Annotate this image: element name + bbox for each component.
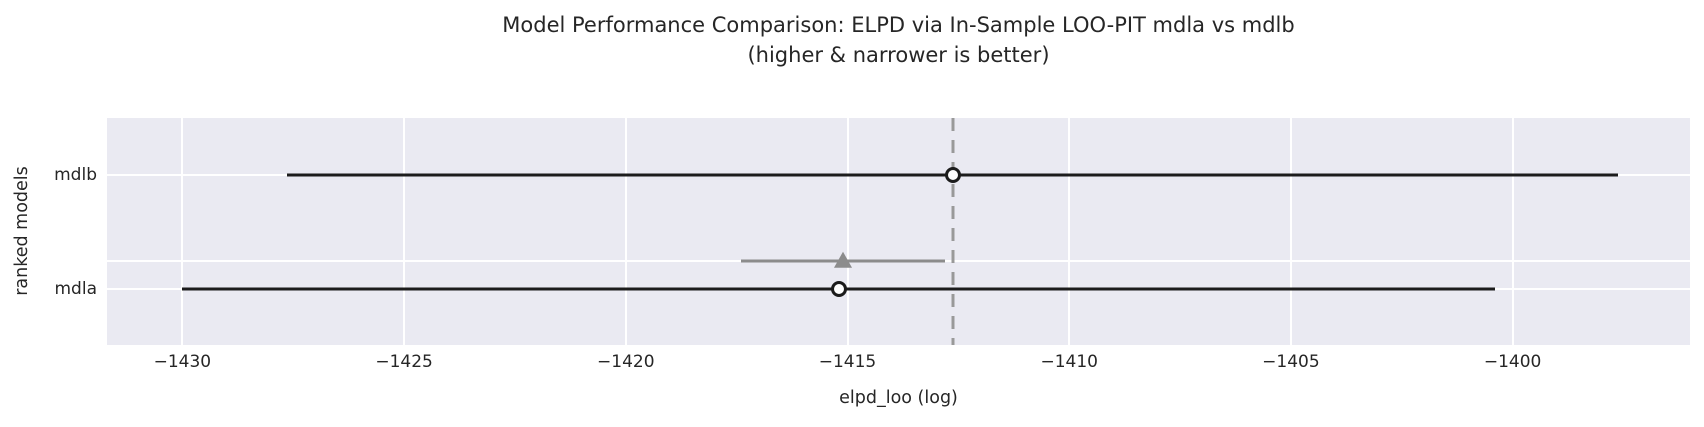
x-gridline (846, 118, 849, 345)
x-gridline (181, 118, 184, 345)
x-gridline (624, 118, 627, 345)
x-gridline (1068, 118, 1071, 345)
xtick-label: −1425 (375, 352, 433, 372)
xtick-label: −1415 (818, 352, 877, 372)
best-elpd-dashed-line (951, 118, 955, 345)
xtick-label: −1430 (153, 352, 212, 372)
ytick-label-mdlb: mdlb (54, 164, 97, 185)
xtick-label: −1400 (1483, 352, 1542, 372)
x-gridline (1289, 118, 1292, 345)
xtick-label: −1410 (1040, 352, 1098, 372)
ytick-label-mdla: mdla (54, 278, 98, 299)
x-gridline (1511, 118, 1514, 345)
chart-title-line2: (higher & narrower is better) (747, 43, 1050, 67)
chart-title-line1: Model Performance Comparison: ELPD via I… (502, 13, 1295, 37)
y-axis-label: ranked models (12, 166, 32, 296)
x-gridline (403, 118, 406, 345)
elpd-point-mdla (830, 280, 847, 297)
elpd-point-mdlb (944, 166, 961, 183)
elpd-diff-triangle (834, 252, 853, 269)
x-axis-label: elpd_loo (log) (839, 388, 958, 408)
chart-title: Model Performance Comparison: ELPD via I… (107, 10, 1690, 70)
plot-background (107, 118, 1690, 345)
xtick-label: −1405 (1262, 352, 1320, 372)
xtick-label: −1420 (597, 352, 655, 372)
plot-area (107, 118, 1690, 345)
